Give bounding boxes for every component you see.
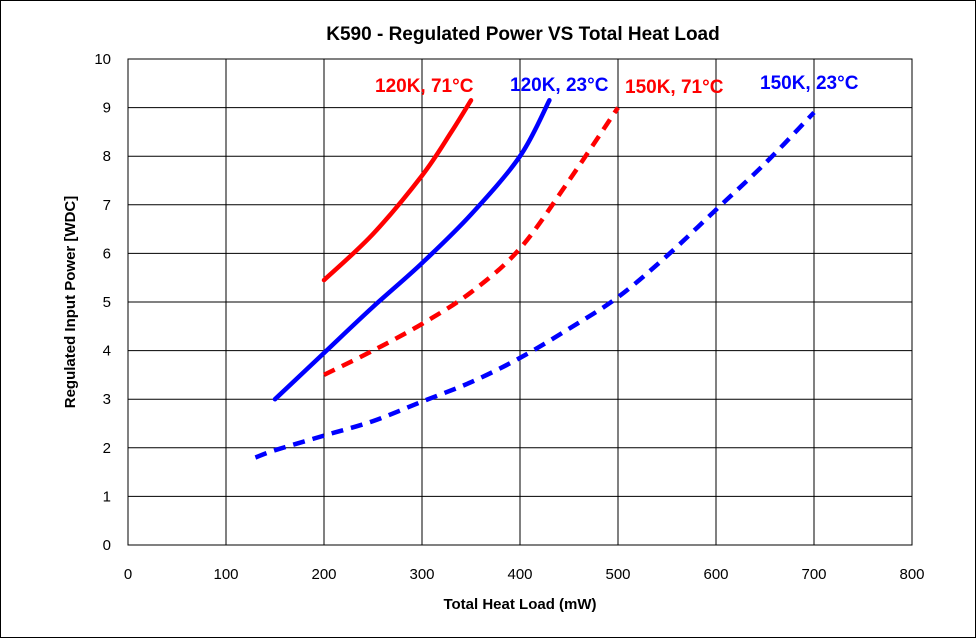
x-tick-label: 800 [899,566,924,583]
series-120k-71c-line [321,98,474,283]
x-tick-label: 500 [605,566,630,583]
x-tick-label: 400 [507,566,532,583]
plot-area [127,58,913,546]
y-tick-label: 3 [103,391,111,408]
x-tick-label: 200 [311,566,336,583]
x-tick-label: 300 [409,566,434,583]
series-label-120k-71c: 120K, 71°C [375,76,474,97]
chart-title: K590 - Regulated Power VS Total Heat Loa… [326,24,719,45]
x-tick-label: 0 [124,566,132,583]
series-lines [254,98,816,460]
series-120k-23c-line [272,98,552,402]
x-axis-label: Total Heat Load (mW) [443,596,596,613]
y-tick-label: 9 [103,100,111,117]
y-axis-label: Regulated Input Power [WDC] [62,196,79,409]
tick-labels: 0 100 200 300 400 500 600 700 800 0 1 2 3 4 5 6 7 8 9 10 [94,51,924,583]
y-tick-label: 0 [103,537,111,554]
y-tick-label: 10 [94,51,111,68]
y-tick-label: 1 [103,488,111,505]
series-label-150k-71c: 150K, 71°C [625,77,724,98]
series-labels: 120K, 71°C 120K, 23°C 150K, 71°C 150K, 23°C [375,73,859,98]
series-150k-71c-line [322,106,620,377]
y-tick-label: 5 [103,294,111,311]
x-tick-label: 100 [213,566,238,583]
x-tick-label: 600 [703,566,728,583]
series-150k-23c-line [254,110,816,460]
series-label-120k-23c: 120K, 23°C [510,75,609,96]
y-tick-label: 6 [103,245,111,262]
y-tick-label: 8 [103,148,111,165]
series-label-150k-23c: 150K, 23°C [760,73,859,94]
x-tick-label: 700 [801,566,826,583]
y-tick-label: 4 [103,343,111,360]
y-tick-label: 7 [103,197,111,214]
y-tick-label: 2 [103,440,111,457]
